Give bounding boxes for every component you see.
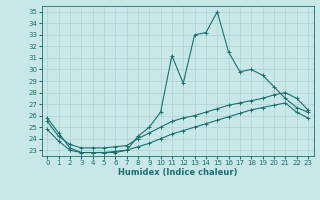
X-axis label: Humidex (Indice chaleur): Humidex (Indice chaleur) bbox=[118, 168, 237, 177]
